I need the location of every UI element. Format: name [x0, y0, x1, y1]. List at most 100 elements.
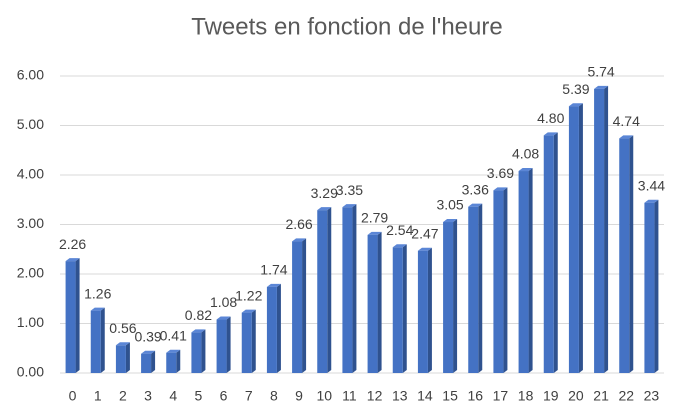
bar-side	[276, 283, 281, 373]
x-tick-label: 7	[245, 388, 253, 404]
x-tick-label: 2	[119, 388, 127, 404]
bar-side	[377, 231, 382, 373]
x-tick-label: 17	[493, 388, 509, 404]
bar-top	[443, 219, 458, 223]
bar	[543, 135, 554, 373]
bar-top	[191, 329, 206, 333]
bar-top	[367, 231, 382, 235]
bar	[342, 207, 353, 373]
bar-side	[629, 135, 634, 373]
x-tick-label: 23	[644, 388, 660, 404]
value-label: 5.74	[587, 64, 614, 80]
x-tick-label: 1	[94, 388, 102, 404]
bar-top	[644, 199, 659, 203]
bar-top	[342, 204, 357, 208]
value-label: 0.39	[134, 328, 161, 344]
bar-top	[543, 132, 558, 136]
bar	[493, 190, 504, 373]
chart-title: Tweets en fonction de l'heure	[191, 13, 502, 40]
x-tick-label: 3	[144, 388, 152, 404]
bar-side	[226, 316, 231, 373]
bar-side	[176, 349, 181, 373]
bar-side	[125, 342, 130, 373]
value-label: 3.29	[311, 185, 338, 201]
x-tick-label: 6	[220, 388, 228, 404]
value-label: 2.66	[285, 216, 312, 232]
bar-side	[302, 238, 307, 373]
x-tick-label: 8	[270, 388, 278, 404]
x-tick-label: 11	[342, 388, 357, 404]
value-label: 0.41	[160, 327, 187, 343]
bar	[568, 106, 579, 373]
bar-top	[417, 247, 432, 251]
bar	[644, 202, 655, 373]
x-tick-label: 19	[543, 388, 559, 404]
x-tick-label: 16	[467, 388, 483, 404]
bar	[191, 332, 202, 373]
x-tick-label: 14	[417, 388, 433, 404]
value-label: 0.56	[109, 320, 136, 336]
bar-top	[65, 258, 80, 262]
bar	[141, 353, 152, 373]
bar-top	[292, 238, 307, 242]
bar-side	[427, 247, 432, 373]
bar-side	[553, 132, 558, 373]
bar-side	[201, 329, 206, 373]
value-label: 3.05	[436, 197, 463, 213]
bar	[65, 261, 76, 373]
x-tick-label: 22	[618, 388, 634, 404]
bar-side	[327, 207, 332, 373]
x-tick-label: 20	[568, 388, 584, 404]
bar	[443, 222, 454, 373]
bar-side	[578, 103, 583, 373]
bar-top	[115, 342, 130, 346]
bar-side	[528, 168, 533, 373]
bar-top	[493, 187, 508, 191]
value-label: 0.82	[185, 307, 212, 323]
value-label: 3.36	[462, 181, 489, 197]
bar-side	[503, 187, 508, 373]
x-tick-label: 21	[593, 388, 609, 404]
bar	[417, 250, 428, 373]
y-tick-label: 1.00	[17, 314, 44, 330]
bar	[594, 88, 605, 374]
value-label: 1.74	[260, 262, 287, 278]
value-label: 2.47	[411, 225, 438, 241]
bar-side	[654, 199, 659, 373]
bar-side	[402, 244, 407, 373]
value-label: 2.26	[59, 236, 86, 252]
bar-top	[568, 103, 583, 107]
bar	[619, 138, 630, 373]
y-tick-label: 3.00	[17, 215, 44, 231]
bar-top	[619, 135, 634, 139]
x-tick-label: 9	[295, 388, 303, 404]
y-tick-label: 2.00	[17, 265, 44, 281]
y-tick-label: 5.00	[17, 116, 44, 132]
bar	[166, 352, 177, 373]
value-label: 1.26	[84, 285, 111, 301]
bar	[392, 247, 403, 373]
bar-top	[594, 85, 609, 89]
bar-top	[468, 203, 483, 207]
bar-top	[518, 168, 533, 172]
bar	[317, 210, 328, 373]
value-label: 3.35	[336, 182, 363, 198]
bar-top	[141, 350, 156, 354]
bar-top	[266, 283, 281, 287]
bar-side	[75, 258, 80, 373]
bar-top	[216, 316, 231, 320]
bar-side	[453, 219, 458, 373]
value-label: 4.08	[512, 146, 539, 162]
x-tick-label: 18	[518, 388, 534, 404]
bar-top	[90, 307, 105, 311]
value-label: 1.08	[210, 294, 237, 310]
x-tick-label: 10	[316, 388, 332, 404]
x-tick-label: 5	[195, 388, 203, 404]
bar-top	[166, 349, 181, 353]
bar	[292, 241, 303, 373]
value-label: 3.44	[638, 177, 665, 193]
bar-top	[241, 309, 256, 313]
value-label: 3.69	[487, 165, 514, 181]
bar	[518, 171, 529, 373]
